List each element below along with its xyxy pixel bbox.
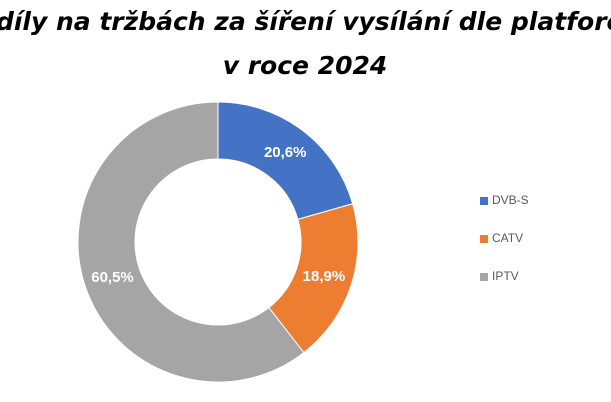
data-label: 20,6%	[264, 144, 307, 161]
chart-title: Podíly na tržbách za šíření vysílání dle…	[0, 7, 611, 36]
legend-label: DVB-S	[492, 193, 529, 207]
legend-label: IPTV	[492, 269, 519, 283]
chart-title: v roce 2024	[223, 51, 388, 80]
donut-slice	[77, 101, 305, 383]
legend-label: CATV	[492, 231, 523, 245]
data-label: 18,9%	[303, 268, 346, 285]
legend-swatch	[480, 197, 488, 205]
legend-swatch	[480, 273, 488, 281]
legend-swatch	[480, 235, 488, 243]
data-label: 60,5%	[91, 269, 134, 286]
